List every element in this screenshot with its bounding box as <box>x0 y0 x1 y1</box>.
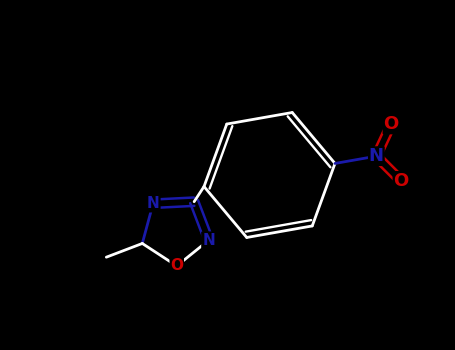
Text: N: N <box>369 147 384 165</box>
Text: O: O <box>394 172 409 190</box>
Text: N: N <box>147 196 159 211</box>
Text: O: O <box>170 258 183 273</box>
Text: N: N <box>202 233 215 248</box>
Text: O: O <box>384 116 399 133</box>
